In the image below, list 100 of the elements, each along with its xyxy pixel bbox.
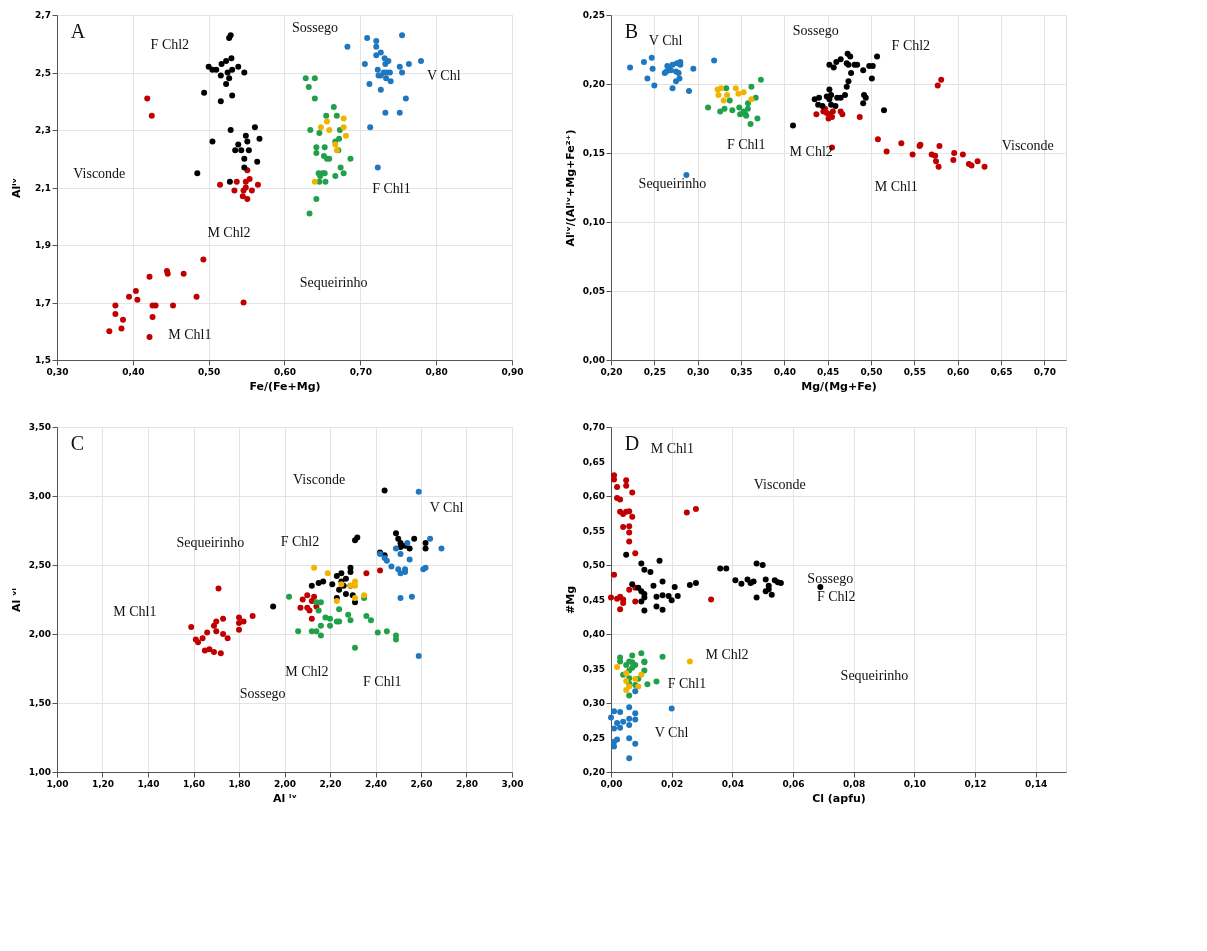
annotation: Sequeirinho <box>299 275 368 291</box>
x-tick-label: 0,65 <box>990 366 1013 377</box>
annotation: Sequeirinho <box>638 176 707 192</box>
x-tick-label: 0,10 <box>903 778 926 789</box>
annotation: V Chl <box>648 33 683 49</box>
x-tick-label: 0,35 <box>730 366 753 377</box>
annotation: Visconde <box>293 472 346 488</box>
x-tick-label: 0,70 <box>349 366 372 377</box>
x-axis-title: Al ⁱᵛ <box>272 791 298 805</box>
x-tick-label: 2,80 <box>455 778 479 789</box>
x-tick-label: 1,40 <box>137 778 160 789</box>
y-tick-label: 1,5 <box>35 355 51 365</box>
y-tick-label: 2,7 <box>35 10 51 20</box>
x-tick-label: 0,30 <box>46 366 69 377</box>
y-tick-label: 0,25 <box>582 10 605 20</box>
y-tick-label: 0,20 <box>582 767 605 777</box>
x-tick-label: 0,14 <box>1025 778 1048 789</box>
annotation: M Chl1 <box>874 179 918 195</box>
annotation: M Chl1 <box>113 603 157 619</box>
x-tick-label: 0,12 <box>964 778 987 789</box>
annotation: M Chl2 <box>705 646 749 662</box>
annotation: Visconde <box>73 165 126 181</box>
x-tick-label: 0,40 <box>122 366 145 377</box>
annotation: F Chl1 <box>667 675 707 691</box>
x-tick-label: 2,20 <box>319 778 342 789</box>
annotation: D <box>624 432 640 455</box>
x-tick-label: 0,30 <box>687 366 710 377</box>
y-tick-label: 1,7 <box>35 297 51 308</box>
annotation: F Chl1 <box>726 137 766 153</box>
annotation: F Chl1 <box>372 180 411 196</box>
annotation: Sossego <box>792 22 839 38</box>
y-axis-title: #Mg <box>564 585 577 615</box>
x-axis-title: Cl (apfu) <box>812 791 866 805</box>
annotation: V Chl <box>426 68 461 84</box>
x-tick-label: 2,40 <box>364 778 388 789</box>
y-axis-title: Alⁱᵛ/(Alⁱᵛ+Mg+Fe²⁺) <box>564 129 577 247</box>
x-tick-label: 3,00 <box>501 778 524 789</box>
x-tick-label: 0,70 <box>1033 366 1056 377</box>
annotation: A <box>70 20 86 43</box>
y-tick-label: 0,30 <box>582 698 605 708</box>
y-tick-label: 1,00 <box>28 767 51 777</box>
annotation: Sossego <box>239 686 286 702</box>
x-tick-label: 0,60 <box>273 366 297 377</box>
x-tick-label: 0,50 <box>860 366 883 377</box>
annotation: F Chl2 <box>150 36 190 52</box>
y-tick-label: 3,50 <box>28 422 51 432</box>
annotation: B <box>624 20 638 43</box>
annotation: F Chl2 <box>280 533 320 549</box>
x-axis-title: Fe/(Fe+Mg) <box>249 379 321 393</box>
y-tick-label: 0,45 <box>582 594 605 605</box>
x-tick-label: 0,25 <box>643 366 666 377</box>
x-tick-label: 0,90 <box>501 366 524 377</box>
annotation: Visconde <box>1001 138 1054 154</box>
x-tick-label: 1,60 <box>182 778 206 789</box>
y-tick-label: 0,00 <box>582 355 605 365</box>
x-tick-label: 0,08 <box>843 778 866 789</box>
y-axis-title: Alⁱᵛ <box>10 177 23 199</box>
y-tick-label: 0,35 <box>582 663 605 674</box>
annotation: M Chl2 <box>789 144 833 160</box>
annotation: Sossego <box>807 571 854 587</box>
x-tick-label: 0,04 <box>721 778 744 789</box>
y-tick-label: 0,60 <box>582 491 605 501</box>
y-tick-label: 2,00 <box>28 629 51 639</box>
x-axis-title: Mg/(Mg+Fe) <box>801 379 877 393</box>
x-tick-label: 0,02 <box>661 778 684 789</box>
x-tick-label: 0,00 <box>600 778 623 789</box>
annotation: F Chl2 <box>891 38 931 54</box>
y-tick-label: 2,5 <box>35 67 51 78</box>
y-tick-label: 0,40 <box>582 629 605 639</box>
x-tick-label: 0,06 <box>782 778 805 789</box>
annotation: Visconde <box>753 476 806 492</box>
y-tick-label: 2,50 <box>28 560 51 570</box>
annotation: M Chl1 <box>650 440 695 456</box>
x-tick-label: 0,45 <box>817 366 840 377</box>
y-tick-label: 2,3 <box>35 125 51 135</box>
x-tick-label: 0,50 <box>198 366 221 377</box>
x-tick-label: 2,00 <box>273 778 297 789</box>
x-tick-label: 0,55 <box>903 366 926 377</box>
x-tick-label: 1,80 <box>228 778 251 789</box>
y-tick-label: 1,50 <box>28 698 51 708</box>
annotation: Sossego <box>292 20 338 36</box>
annotation: F Chl2 <box>816 589 856 605</box>
annotation: Sequeirinho <box>840 668 909 684</box>
y-tick-label: 0,20 <box>582 79 605 89</box>
x-tick-label: 0,40 <box>773 366 796 377</box>
y-tick-label: 2,1 <box>35 182 51 193</box>
x-tick-label: 0,80 <box>425 366 448 377</box>
annotation: Sequeirinho <box>176 535 245 551</box>
y-axis-title: Al ᵛⁱ <box>10 587 23 613</box>
annotation: V Chl <box>654 725 689 741</box>
y-tick-label: 0,10 <box>582 217 605 227</box>
y-tick-label: 0,50 <box>582 560 605 570</box>
y-tick-label: 0,25 <box>582 732 605 743</box>
y-tick-label: 0,70 <box>582 422 605 432</box>
x-tick-label: 1,20 <box>91 778 115 789</box>
x-tick-label: 1,00 <box>46 778 69 789</box>
y-tick-label: 0,55 <box>582 525 605 536</box>
annotation: M Chl1 <box>168 327 212 343</box>
y-tick-label: 1,9 <box>35 240 51 250</box>
y-tick-label: 0,65 <box>582 456 605 467</box>
